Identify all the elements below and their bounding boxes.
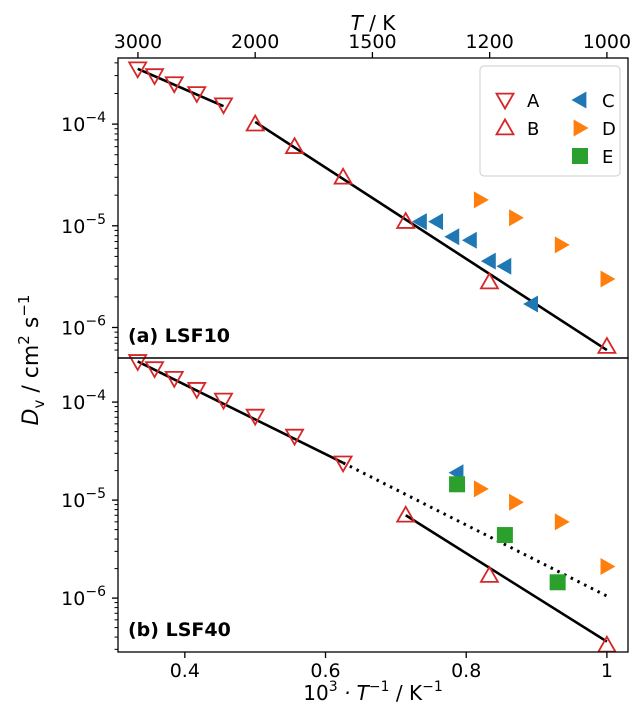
point-A (164, 371, 185, 389)
y-axis-label: Dv / cm2 s−1 (15, 295, 48, 426)
bottom-axis: 0.4 0.6 0.8 1 (170, 652, 613, 682)
legend-marker-C (571, 91, 587, 109)
point-C (411, 213, 427, 231)
y-tick-label: 10−4 (61, 110, 106, 136)
y-label-D: D (19, 409, 44, 426)
legend-label-B: B (527, 119, 539, 140)
point-A (186, 86, 207, 104)
x-tick-label: 0.6 (310, 660, 340, 682)
legend-marker-B (494, 117, 516, 136)
x-label-sup: 3 (329, 679, 338, 695)
point-E (449, 476, 466, 493)
x-axis-label: 103 · T−1 / K−1 (303, 679, 443, 705)
y-label-sub: v (30, 400, 48, 409)
point-A (127, 61, 148, 80)
panel-label: (b) LSF40 (128, 619, 231, 641)
legend-label-C: C (602, 91, 615, 112)
point-A (144, 361, 165, 379)
fit-line (405, 514, 608, 643)
point-D (554, 513, 570, 531)
point-B (596, 336, 617, 354)
point-A (213, 392, 234, 411)
x-label-T: · T (338, 681, 371, 705)
legend-marker-A (494, 92, 516, 111)
x-tick-label: 1 (601, 660, 613, 682)
legend-marker-D (573, 119, 589, 137)
x-tick-label: 0.4 (170, 660, 200, 682)
top-tick-label: 1000 (583, 31, 631, 53)
point-D (473, 191, 489, 209)
y-label-unit: / cm (19, 345, 44, 400)
legend-label-A: A (527, 91, 540, 112)
point-C (496, 257, 512, 275)
top-tick-label: 2000 (231, 31, 279, 53)
point-A (127, 354, 148, 372)
top-axis-label-T: T (351, 11, 365, 35)
legend-label-D: D (602, 119, 616, 140)
y-tick-label: 10−5 (61, 486, 106, 512)
x-tick-label: 0.8 (451, 660, 481, 682)
x-label-base: 10 (303, 681, 328, 705)
point-B (245, 113, 266, 132)
x-label-sup3: −1 (422, 679, 443, 695)
point-B (333, 166, 354, 185)
point-D (473, 480, 489, 498)
point-B (395, 211, 416, 229)
top-axis-label-unit: / K (363, 11, 396, 35)
top-tick-label: 3000 (114, 31, 162, 53)
point-C (480, 252, 496, 270)
y-tick-label: 10−5 (61, 212, 106, 238)
y-label-sup2: −1 (15, 295, 33, 317)
y-tick-label: 10−6 (61, 313, 106, 339)
panel-a: 10−6 10−5 10−4 (a) LSF10 (61, 57, 629, 359)
y-label-s: s (19, 317, 44, 335)
point-B (395, 504, 416, 523)
point-C (444, 228, 460, 246)
point-D (509, 493, 524, 511)
legend: A C B DE (479, 65, 621, 177)
point-E (549, 574, 566, 591)
top-axis-label: T / K (351, 11, 397, 35)
top-tick-label: 1200 (465, 31, 513, 53)
point-D (600, 558, 616, 576)
legend-box (479, 65, 621, 177)
point-C (428, 213, 444, 231)
point-A (284, 428, 305, 447)
panel-frame (117, 357, 629, 653)
legend-marker-E (572, 148, 588, 164)
y-label-sup: 2 (15, 335, 33, 345)
top-axis: 3000 2000 1500 1200 1000 (114, 31, 631, 58)
x-label-sup2: −1 (369, 679, 390, 695)
point-C (461, 231, 477, 249)
point-B (479, 565, 500, 583)
point-D (509, 209, 524, 227)
point-A (245, 408, 266, 427)
point-B (284, 136, 305, 154)
panel-b: 10−6 10−5 10−4 (b) LSF40 (61, 354, 629, 653)
point-A (144, 68, 165, 86)
fit-line (254, 120, 608, 352)
point-B (479, 271, 500, 290)
y-tick-label: 10−4 (61, 388, 106, 414)
point-D (554, 236, 570, 254)
legend-label-E: E (602, 147, 613, 168)
fit-line (137, 360, 344, 465)
point-A (186, 382, 207, 400)
point-A (213, 97, 234, 116)
point-D (600, 270, 616, 288)
point-E (496, 527, 513, 544)
top-tick-label: 1500 (348, 31, 396, 53)
y-tick-label: 10−6 (61, 584, 106, 610)
x-label-unit: / K (390, 681, 423, 705)
point-A (333, 455, 354, 474)
panel-label: (a) LSF10 (128, 325, 230, 347)
point-A (164, 76, 185, 94)
fit-line (137, 67, 225, 108)
point-C (523, 295, 539, 313)
